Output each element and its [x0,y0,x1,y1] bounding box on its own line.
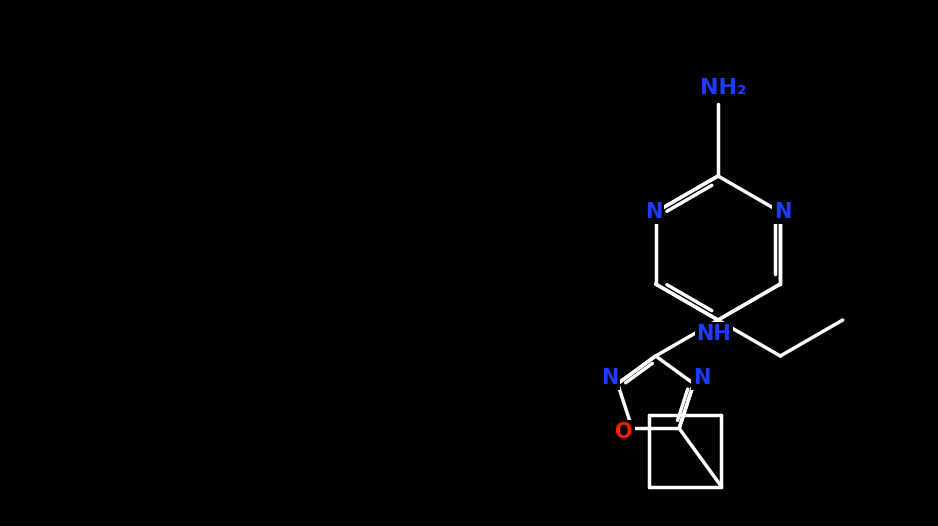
Text: NH: NH [697,324,732,344]
Text: N: N [693,368,710,388]
Text: N: N [774,202,791,222]
Text: O: O [615,422,633,442]
Text: N: N [645,202,662,222]
Text: NH₂: NH₂ [700,78,747,98]
Text: N: N [601,368,618,388]
